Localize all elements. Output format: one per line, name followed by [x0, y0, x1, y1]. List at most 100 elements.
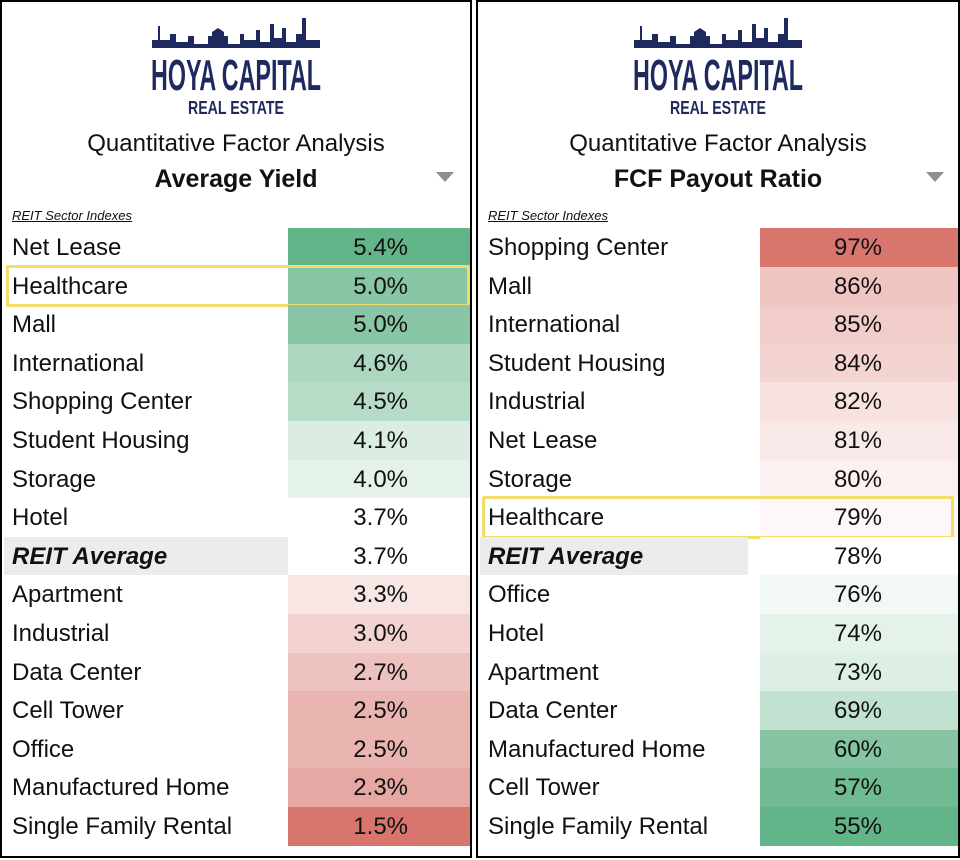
value-cell: 2.7%: [288, 652, 470, 692]
metric-title: Average Yield: [154, 165, 318, 193]
sector-row-international: International 85%: [478, 305, 958, 344]
sector-label: Hotel: [12, 504, 69, 532]
value-cell: 86%: [760, 266, 958, 306]
sector-label: Data Center: [488, 697, 618, 725]
sector-label: Industrial: [12, 620, 110, 647]
value-cell: 69%: [760, 691, 958, 730]
sector-label: Apartment: [12, 581, 123, 609]
sector-row-manufactured-home: Manufactured Home 2.3%: [2, 768, 470, 807]
logo-brand-text: HOYA CAPITAL: [151, 51, 321, 100]
value-cell: 2.5%: [288, 729, 470, 769]
sector-label: Cell Tower: [488, 774, 600, 802]
sector-label: Single Family Rental: [12, 813, 233, 840]
value-cell: 84%: [760, 343, 958, 383]
sector-label: Industrial: [488, 388, 586, 416]
value-cell: 74%: [760, 614, 958, 653]
hoya-capital-logo: HOYA CAPITAL REAL ESTATE: [2, 6, 470, 124]
sector-label: Student Housing: [12, 427, 190, 454]
sector-label: Student Housing: [488, 349, 666, 377]
value-cell: 55%: [760, 807, 958, 846]
sector-row-hotel: Hotel 3.7%: [2, 498, 470, 537]
reit-average-row: REIT Average 3.7%: [2, 536, 470, 576]
hoya-capital-logo: HOYA CAPITAL REAL ESTATE: [478, 6, 958, 124]
value-cell: 3.7%: [288, 536, 470, 576]
sector-row-cell-tower: Cell Tower 2.5%: [2, 691, 470, 730]
value-cell: 73%: [760, 652, 958, 692]
average-yield-panel: HOYA CAPITAL REAL ESTATE Quantitative Fa…: [0, 0, 472, 858]
sector-row-single-family-rental: Single Family Rental 55%: [478, 807, 958, 846]
sector-row-hotel: Hotel 74%: [478, 614, 958, 653]
value-cell: 5.4%: [288, 228, 470, 267]
sector-label: Office: [488, 581, 551, 609]
metric-dropdown-icon[interactable]: [926, 172, 944, 182]
value-cell: 3.3%: [288, 575, 470, 614]
sector-label: Storage: [488, 465, 573, 493]
sector-label: Shopping Center: [488, 234, 669, 261]
value-cell: 3.0%: [288, 614, 470, 653]
sector-label: Healthcare: [488, 504, 605, 532]
sector-label: Mall: [12, 311, 57, 339]
sector-label: International: [12, 349, 145, 377]
sector-row-apartment: Apartment 73%: [478, 652, 958, 692]
sector-row-manufactured-home: Manufactured Home 60%: [478, 729, 958, 769]
sector-label: REIT Average: [12, 542, 168, 570]
reit-average-row: REIT Average 78%: [478, 536, 958, 576]
sector-row-office: Office 76%: [478, 575, 958, 614]
sector-label: REIT Average: [488, 542, 644, 570]
sector-row-storage: Storage 80%: [478, 459, 958, 499]
sector-row-student-housing: Student Housing 4.1%: [2, 421, 470, 460]
value-cell: 4.5%: [288, 382, 470, 421]
value-cell: 97%: [760, 228, 958, 267]
sector-label: Single Family Rental: [488, 813, 709, 840]
value-cell: 79%: [760, 498, 958, 537]
metric-title: FCF Payout Ratio: [613, 165, 823, 193]
panel-title: Quantitative Factor Analysis: [87, 130, 385, 157]
sector-label: Manufactured Home: [12, 774, 230, 802]
value-cell: 81%: [760, 421, 958, 460]
value-cell: 85%: [760, 305, 958, 344]
sector-label: Healthcare: [12, 272, 129, 300]
sector-row-net-lease: Net Lease 81%: [478, 421, 958, 460]
sector-row-apartment: Apartment 3.3%: [2, 575, 470, 614]
sector-label: Office: [12, 735, 75, 763]
sector-row-student-housing: Student Housing 84%: [478, 343, 958, 383]
value-cell: 1.5%: [288, 807, 470, 846]
sector-row-cell-tower: Cell Tower 57%: [478, 768, 958, 807]
value-cell: 78%: [760, 536, 958, 576]
sector-label: Mall: [488, 272, 533, 300]
sector-row-healthcare: Healthcare 5.0%: [2, 266, 470, 306]
sector-row-single-family-rental: Single Family Rental 1.5%: [2, 807, 470, 846]
sector-label: Apartment: [488, 658, 599, 686]
value-cell: 80%: [760, 459, 958, 499]
average-label-background: [480, 536, 748, 576]
panel-title: Quantitative Factor Analysis: [569, 130, 867, 157]
value-cell: 4.0%: [288, 459, 470, 499]
sector-label: Storage: [12, 465, 97, 493]
sector-label: Shopping Center: [12, 388, 193, 416]
sector-label: Data Center: [12, 658, 142, 686]
value-cell: 4.1%: [288, 421, 470, 460]
sector-label: Net Lease: [488, 427, 598, 454]
sector-row-storage: Storage 4.0%: [2, 459, 470, 499]
value-cell: 2.5%: [288, 691, 470, 730]
average-label-background: [4, 536, 288, 576]
value-cell: 82%: [760, 382, 958, 421]
sector-label: Manufactured Home: [488, 735, 706, 763]
value-cell: 76%: [760, 575, 958, 614]
logo-brand-text: HOYA CAPITAL: [633, 51, 803, 100]
sector-row-healthcare: Healthcare 79%: [478, 498, 958, 537]
sector-row-shopping-center: Shopping Center 97%: [478, 228, 958, 267]
sector-row-mall: Mall 5.0%: [2, 305, 470, 344]
value-cell: 4.6%: [288, 343, 470, 383]
metric-dropdown-icon[interactable]: [436, 172, 454, 182]
sector-row-net-lease: Net Lease 5.4%: [2, 228, 470, 267]
sector-row-data-center: Data Center 2.7%: [2, 652, 470, 692]
sector-label: International: [488, 311, 621, 339]
logo-sub-text: REAL ESTATE: [188, 98, 284, 118]
section-label: REIT Sector Indexes: [12, 208, 132, 223]
sector-row-international: International 4.6%: [2, 343, 470, 383]
value-cell: 2.3%: [288, 768, 470, 807]
sector-row-shopping-center: Shopping Center 4.5%: [2, 382, 470, 421]
sector-row-mall: Mall 86%: [478, 266, 958, 306]
value-cell: 5.0%: [288, 305, 470, 344]
